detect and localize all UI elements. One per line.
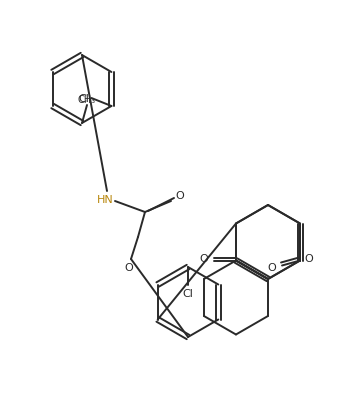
- Text: O: O: [305, 254, 313, 264]
- Text: Cl: Cl: [78, 94, 89, 104]
- Text: O: O: [268, 263, 276, 273]
- Text: Cl: Cl: [183, 288, 194, 298]
- Text: CH₃: CH₃: [78, 95, 96, 105]
- Text: O: O: [176, 191, 185, 200]
- Text: HN: HN: [97, 195, 113, 204]
- Text: O: O: [125, 262, 134, 272]
- Text: O: O: [200, 254, 208, 264]
